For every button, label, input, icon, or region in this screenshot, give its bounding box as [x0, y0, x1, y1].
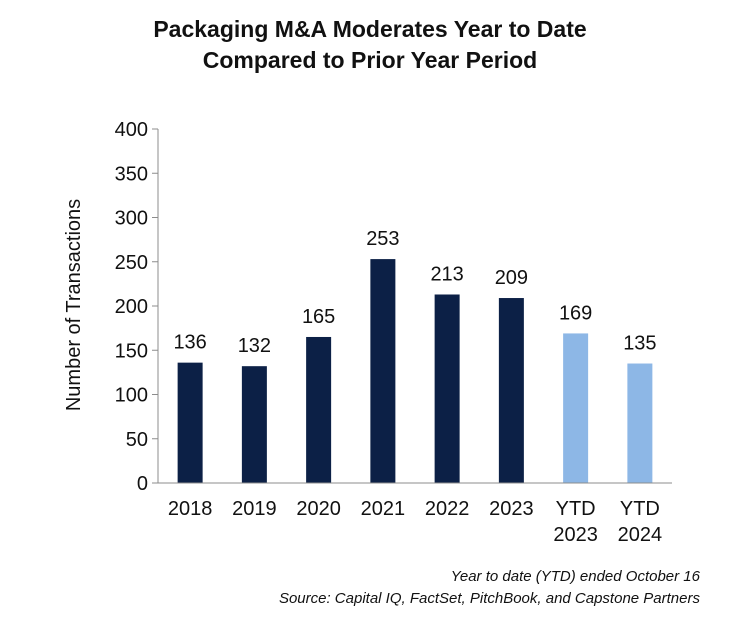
y-tick-label: 200 — [115, 296, 148, 318]
x-tick-label: 2022 — [425, 498, 470, 520]
y-tick-label: 350 — [115, 163, 148, 185]
bar — [627, 363, 653, 483]
bar — [498, 298, 524, 483]
y-tick-label: 150 — [115, 340, 148, 362]
data-label: 209 — [495, 267, 528, 289]
bar — [370, 259, 396, 483]
y-tick-label: 250 — [115, 252, 148, 274]
bar — [241, 366, 267, 483]
x-tick-label: 2019 — [232, 498, 277, 520]
data-label: 169 — [559, 302, 592, 324]
x-tick-label-line: 2021 — [361, 498, 406, 520]
x-tick-label: 2023 — [489, 498, 534, 520]
y-tick-label: 100 — [115, 385, 148, 407]
data-label: 132 — [238, 335, 271, 357]
y-tick-label: 0 — [137, 473, 148, 495]
source-note: Source: Capital IQ, FactSet, PitchBook, … — [278, 590, 700, 607]
chart-title-line-1: Packaging M&A Moderates Year to Date — [153, 16, 587, 42]
y-tick-label: 400 — [115, 119, 148, 141]
bar — [434, 294, 460, 483]
x-tick-label-line: 2019 — [232, 498, 277, 520]
x-tick-label: 2021 — [361, 498, 406, 520]
y-tick-label: 50 — [126, 429, 148, 451]
x-tick-label-line: 2022 — [425, 498, 470, 520]
x-tick-label-line: YTD — [556, 498, 596, 520]
bar — [306, 336, 332, 483]
chart-title-line-2: Compared to Prior Year Period — [202, 47, 538, 73]
y-axis-ticks: 0 50 100 150 200 250 300 350 400 — [115, 119, 158, 495]
x-tick-label-line: 2023 — [553, 524, 598, 546]
x-tick-label: YTD 2024 — [618, 498, 663, 546]
x-tick-label-line: 2018 — [168, 498, 213, 520]
ytd-note: Year to date (YTD) ended October 16 — [450, 568, 700, 585]
footnotes: Year to date (YTD) ended October 16 Sour… — [279, 566, 700, 610]
x-tick-label: 2018 — [168, 498, 213, 520]
data-label: 165 — [302, 306, 335, 328]
x-axis-ticks: 2018 2019 2020 2021 2022 2023 YTD 2023 YTD 2024 — [168, 498, 662, 546]
x-tick-label-line: YTD — [620, 498, 660, 520]
data-label: 135 — [623, 333, 656, 355]
y-axis-label: Number of Transactions — [63, 199, 85, 411]
y-tick-label: 300 — [115, 208, 148, 230]
data-label: 213 — [430, 263, 463, 285]
bar — [177, 362, 203, 483]
data-label: 136 — [173, 332, 206, 354]
x-tick-label: YTD 2023 — [553, 498, 598, 546]
x-tick-label-line: 2020 — [296, 498, 341, 520]
data-labels-group: 136 132 165 253 213 209 169 135 — [173, 228, 656, 357]
bar — [563, 333, 589, 483]
bars-group — [177, 259, 653, 483]
x-tick-label: 2020 — [296, 498, 341, 520]
x-tick-label-line: 2023 — [489, 498, 534, 520]
data-label: 253 — [366, 228, 399, 250]
x-tick-label-line: 2024 — [618, 524, 663, 546]
chart-title: Packaging M&A Moderates Year to Date Com… — [0, 14, 740, 76]
